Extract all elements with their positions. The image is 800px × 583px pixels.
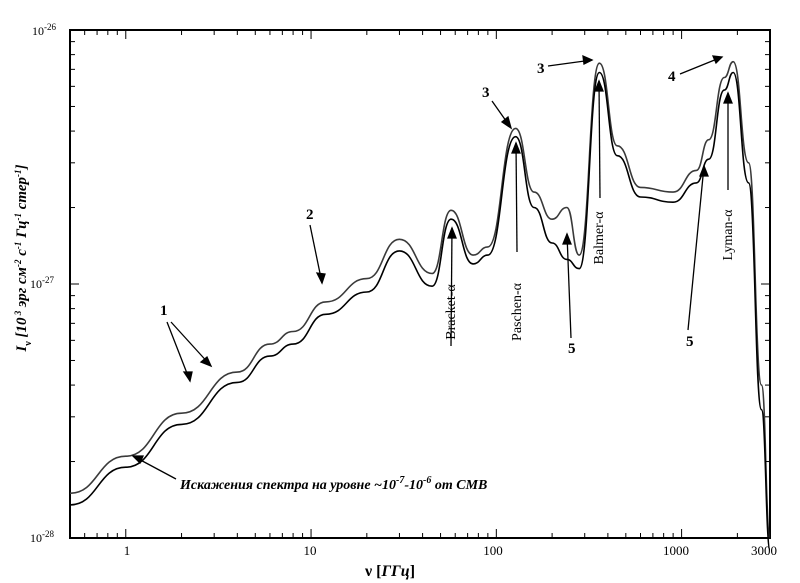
x-axis-label: ν [ГГц] xyxy=(364,563,415,580)
arrow-bracket-alpha xyxy=(450,227,453,347)
label-paschen-alpha: Paschen-α xyxy=(510,282,525,341)
x-tick-label-10: 10 xyxy=(304,543,317,558)
series-layer xyxy=(69,60,771,551)
arrow-balmer-alpha xyxy=(598,80,601,199)
arrowhead-balmer-alpha xyxy=(594,79,604,92)
series-line-2 xyxy=(69,71,771,551)
arrowhead-lyman-alpha xyxy=(723,91,733,104)
callout-2: 2 xyxy=(306,207,314,223)
arrowhead-callout-3-paschen xyxy=(500,115,513,130)
callout-4: 4 xyxy=(668,69,676,85)
tick-layer xyxy=(69,29,771,539)
arrowhead-callout-2 xyxy=(315,272,326,285)
x-tick-label-3000: 3000 xyxy=(751,543,777,558)
x-tick-label-1000: 1000 xyxy=(663,543,689,558)
arrowhead-callout-1-b xyxy=(199,355,213,368)
arrow-callout-5-a xyxy=(566,233,572,339)
arrowhead-bracket-alpha xyxy=(447,226,457,239)
callout-5-a: 5 xyxy=(568,341,576,357)
label-balmer-alpha: Balmer-α xyxy=(592,211,607,265)
arrowhead-callout-4 xyxy=(711,55,724,65)
arrowhead-callout-3-balmer xyxy=(582,54,594,65)
arrow-paschen-alpha xyxy=(515,142,518,253)
arrowhead-callout-5-b xyxy=(699,164,709,177)
label-lyman-alpha: Lyman-α xyxy=(721,209,736,261)
arrowhead-callout-1-a xyxy=(182,371,193,383)
arrowhead-cmb-annotation xyxy=(131,455,144,465)
annotation-cmb-distortion: Искажения спектра на уровне ~10-7-10-6 о… xyxy=(179,475,487,493)
y-axis-label: Iν [10 3 эрг см-2 с-1 Гц-1 стер-1] xyxy=(13,164,34,352)
arrowhead-callout-5-a xyxy=(562,232,572,245)
callout-3-balmer: 3 xyxy=(537,61,545,77)
callout-1: 1 xyxy=(160,303,168,319)
callout-3-paschen: 3 xyxy=(482,85,490,101)
arrow-callout-1-a xyxy=(166,321,191,382)
x-tick-label-100: 100 xyxy=(483,543,503,558)
arrow-callout-5-b xyxy=(687,165,705,331)
x-tick-label-1: 1 xyxy=(124,543,131,558)
series-line-1 xyxy=(69,60,771,539)
callout-5-b: 5 xyxy=(686,334,694,350)
annotation-arrows xyxy=(131,54,733,480)
arrowhead-paschen-alpha xyxy=(511,141,521,154)
